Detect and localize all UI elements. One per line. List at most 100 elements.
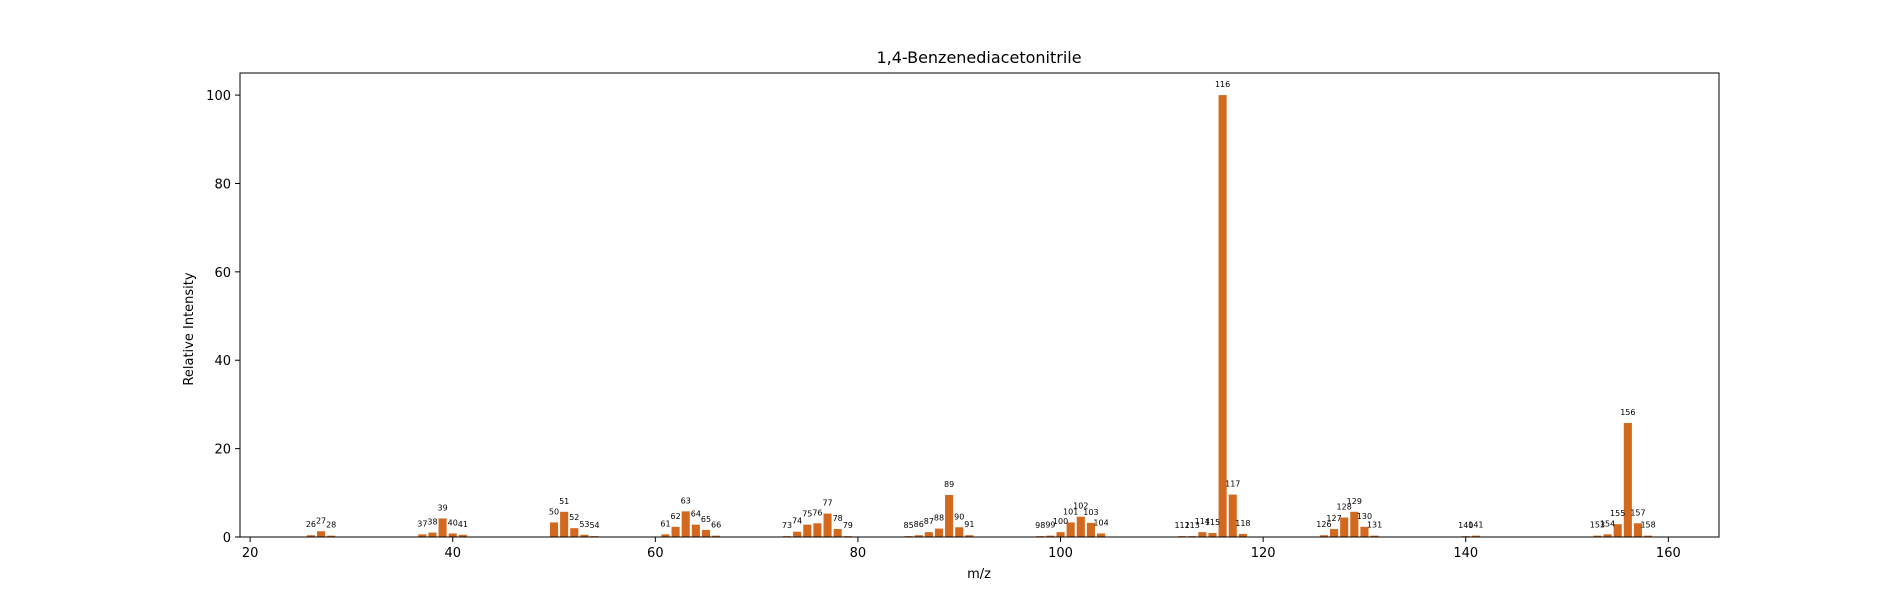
peak-label-mz-61: 61 bbox=[660, 519, 670, 528]
bar-mz-128 bbox=[1340, 517, 1349, 537]
peak-label-mz-129: 129 bbox=[1347, 497, 1362, 506]
y-tick-label: 60 bbox=[214, 266, 231, 281]
peak-label-mz-130: 130 bbox=[1357, 512, 1372, 521]
bar-mz-87 bbox=[924, 532, 933, 537]
peak-label-mz-66: 66 bbox=[711, 521, 721, 530]
peak-label-mz-156: 156 bbox=[1620, 408, 1635, 417]
peak-label-mz-118: 118 bbox=[1235, 519, 1250, 528]
peak-label-mz-54: 54 bbox=[589, 521, 599, 530]
y-axis-label: Relative Intensity bbox=[182, 272, 197, 385]
peak-label-mz-113: 113 bbox=[1185, 521, 1200, 530]
bar-mz-101 bbox=[1066, 522, 1075, 537]
bar-mz-103 bbox=[1086, 522, 1095, 537]
peak-label-mz-52: 52 bbox=[569, 513, 579, 522]
bar-mz-90 bbox=[955, 527, 964, 537]
peak-label-mz-51: 51 bbox=[559, 497, 569, 506]
peak-label-mz-154: 154 bbox=[1600, 519, 1615, 528]
peak-label-mz-26: 26 bbox=[306, 520, 316, 529]
bar-mz-39 bbox=[438, 518, 447, 537]
peak-label-mz-64: 64 bbox=[691, 510, 701, 519]
bar-mz-115 bbox=[1208, 533, 1217, 537]
y-tick-label: 40 bbox=[214, 354, 231, 369]
peak-label-mz-73: 73 bbox=[782, 521, 792, 530]
bar-mz-66 bbox=[712, 535, 721, 537]
peak-label-mz-155: 155 bbox=[1610, 509, 1625, 518]
peak-label-mz-85: 85 bbox=[903, 521, 913, 530]
peak-label-mz-126: 126 bbox=[1316, 520, 1331, 529]
peak-label-mz-127: 127 bbox=[1326, 514, 1341, 523]
peak-label-mz-112: 112 bbox=[1174, 521, 1189, 530]
bar-mz-89 bbox=[945, 495, 954, 537]
y-tick-label: 20 bbox=[214, 443, 231, 458]
peak-label-mz-103: 103 bbox=[1083, 508, 1098, 517]
peak-label-mz-158: 158 bbox=[1640, 521, 1655, 530]
bar-mz-61 bbox=[661, 534, 670, 537]
bar-mz-99 bbox=[1046, 535, 1055, 537]
peak-label-mz-101: 101 bbox=[1063, 507, 1078, 516]
peak-label-mz-117: 117 bbox=[1225, 480, 1240, 489]
bar-mz-100 bbox=[1056, 532, 1065, 537]
bar-mz-130 bbox=[1360, 526, 1369, 537]
peak-label-mz-79: 79 bbox=[843, 521, 853, 530]
peak-label-mz-100: 100 bbox=[1053, 517, 1068, 526]
bar-mz-52 bbox=[570, 528, 579, 537]
peak-label-mz-38: 38 bbox=[427, 518, 437, 527]
peak-label-mz-62: 62 bbox=[671, 512, 681, 521]
bar-mz-102 bbox=[1076, 516, 1085, 537]
bar-mz-78 bbox=[833, 529, 842, 537]
bar-mz-53 bbox=[580, 534, 589, 537]
y-axis-ticks: 0 20 40 60 80 100 bbox=[206, 89, 240, 546]
bar-mz-131 bbox=[1370, 535, 1379, 537]
bar-mz-155 bbox=[1613, 524, 1622, 537]
peak-label-mz-65: 65 bbox=[701, 515, 711, 524]
peak-label-mz-63: 63 bbox=[681, 496, 691, 505]
peak-label-mz-114: 114 bbox=[1195, 517, 1210, 526]
peak-label-mz-27: 27 bbox=[316, 516, 326, 525]
bar-mz-156 bbox=[1623, 422, 1632, 537]
x-tick-label: 120 bbox=[1251, 546, 1276, 561]
bar-mz-40 bbox=[448, 533, 457, 537]
bar-mz-38 bbox=[428, 532, 437, 537]
bar-mz-126 bbox=[1319, 535, 1328, 537]
x-tick-label: 60 bbox=[647, 546, 664, 561]
y-tick-label: 80 bbox=[214, 177, 231, 192]
x-tick-label: 20 bbox=[242, 546, 259, 561]
peak-label-mz-41: 41 bbox=[458, 520, 468, 529]
peak-label-mz-99: 99 bbox=[1045, 521, 1055, 530]
peak-label-mz-75: 75 bbox=[802, 510, 812, 519]
bar-mz-74 bbox=[793, 531, 802, 537]
peak-label-mz-39: 39 bbox=[438, 503, 448, 512]
bar-mz-88 bbox=[934, 528, 944, 537]
y-tick-label: 0 bbox=[223, 531, 231, 546]
bars-layer bbox=[306, 95, 1653, 537]
bar-mz-50 bbox=[549, 522, 559, 537]
peak-label-mz-76: 76 bbox=[812, 508, 822, 517]
peak-label-mz-115: 115 bbox=[1205, 518, 1220, 527]
bar-mz-77 bbox=[823, 513, 832, 537]
peak-label-mz-88: 88 bbox=[934, 514, 944, 523]
peak-label-mz-78: 78 bbox=[833, 514, 843, 523]
x-tick-label: 160 bbox=[1656, 546, 1681, 561]
bar-mz-62 bbox=[671, 526, 680, 537]
peak-label-mz-50: 50 bbox=[549, 507, 559, 516]
bar-mz-37 bbox=[418, 534, 427, 537]
peak-label-mz-77: 77 bbox=[822, 499, 832, 508]
peak-label-mz-116: 116 bbox=[1215, 80, 1230, 89]
peak-label-mz-89: 89 bbox=[944, 480, 954, 489]
peak-label-mz-140: 140 bbox=[1458, 521, 1473, 530]
x-tick-label: 140 bbox=[1453, 546, 1478, 561]
peak-label-mz-157: 157 bbox=[1630, 508, 1645, 517]
peak-label-mz-141: 141 bbox=[1468, 521, 1483, 530]
x-tick-label: 80 bbox=[850, 546, 867, 561]
plot-area-frame bbox=[239, 72, 1720, 538]
bar-mz-91 bbox=[965, 535, 974, 537]
peak-label-mz-74: 74 bbox=[792, 517, 802, 526]
peak-label-mz-28: 28 bbox=[326, 521, 336, 530]
bar-mz-28 bbox=[327, 535, 336, 537]
bar-mz-41 bbox=[458, 534, 467, 537]
bar-mz-157 bbox=[1633, 523, 1643, 537]
bar-mz-114 bbox=[1198, 532, 1207, 537]
